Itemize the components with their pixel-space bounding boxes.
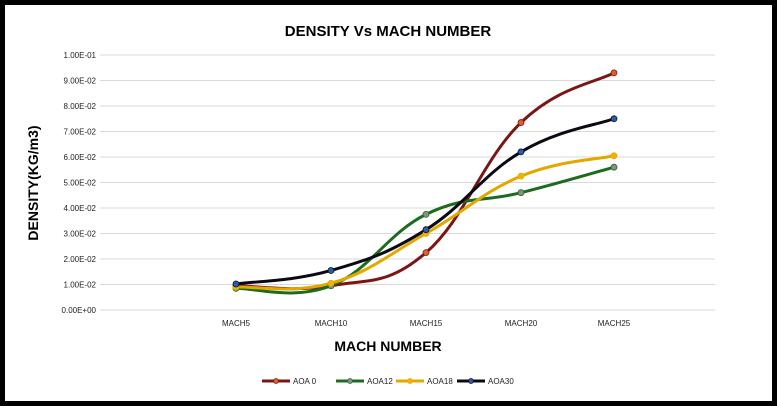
data-point-aoa18 bbox=[517, 172, 525, 180]
legend-marker-aoa30 bbox=[468, 378, 474, 384]
data-point-aoa12 bbox=[610, 163, 618, 171]
x-tick-labels: MACH5 MACH10 MACH15 MACH20 MACH25 bbox=[222, 319, 631, 328]
y-tick-label: 4.00E-02 bbox=[64, 204, 97, 213]
y-tick-label: 7.00E-02 bbox=[64, 128, 97, 137]
y-tick-label: 6.00E-02 bbox=[64, 153, 97, 162]
grid-lines bbox=[100, 54, 715, 311]
data-point-aoa30 bbox=[610, 115, 618, 123]
legend-label-aoa30: AOA30 bbox=[488, 377, 514, 386]
x-tick-label: MACH15 bbox=[410, 319, 443, 328]
y-tick-label: 0.00E+00 bbox=[62, 306, 97, 315]
legend-marker-aoa18 bbox=[407, 378, 413, 384]
legend-marker-aoa12 bbox=[347, 378, 353, 384]
data-point-aoa30 bbox=[422, 226, 430, 234]
legend: AOA 0 AOA12 AOA18 AOA30 bbox=[262, 377, 514, 386]
y-tick-label: 9.00E-02 bbox=[64, 77, 97, 86]
y-tick-label: 2.00E-02 bbox=[64, 255, 97, 264]
series-line-aoa18 bbox=[234, 154, 616, 291]
data-point-aoa18 bbox=[327, 279, 335, 287]
y-axis-title: DENSITY(KG/m3) bbox=[25, 125, 41, 240]
legend-marker-aoa0 bbox=[273, 378, 279, 384]
data-point-aoa0 bbox=[610, 69, 618, 77]
data-point-aoa12 bbox=[422, 210, 430, 218]
x-tick-label: MACH20 bbox=[505, 319, 538, 328]
data-point-aoa30 bbox=[232, 280, 240, 288]
series-markers bbox=[232, 69, 618, 292]
series-line-aoa0 bbox=[234, 71, 616, 291]
chart-title: DENSITY Vs MACH NUMBER bbox=[285, 23, 492, 40]
y-tick-label: 3.00E-02 bbox=[64, 230, 97, 239]
y-tick-labels: 0.00E+00 1.00E-02 2.00E-02 3.00E-02 4.00E-02… bbox=[62, 51, 97, 315]
x-tick-label: MACH5 bbox=[222, 319, 251, 328]
x-tick-label: MACH10 bbox=[315, 319, 348, 328]
data-point-aoa30 bbox=[327, 267, 335, 274]
y-tick-label: 1.00E-01 bbox=[64, 51, 97, 60]
y-tick-label: 8.00E-02 bbox=[64, 102, 97, 111]
x-tick-label: MACH25 bbox=[598, 319, 631, 328]
legend-label-aoa12: AOA12 bbox=[367, 377, 393, 386]
data-point-aoa18 bbox=[610, 152, 618, 160]
data-point-aoa12 bbox=[517, 189, 525, 197]
legend-label-aoa18: AOA18 bbox=[427, 377, 453, 386]
y-tick-label: 1.00E-02 bbox=[64, 281, 97, 290]
data-point-aoa0 bbox=[422, 249, 430, 257]
legend-label-aoa0: AOA 0 bbox=[293, 377, 317, 386]
data-point-aoa0 bbox=[517, 119, 525, 126]
x-axis-title: MACH NUMBER bbox=[334, 338, 441, 354]
data-point-aoa30 bbox=[517, 148, 525, 156]
y-tick-label: 5.00E-02 bbox=[64, 179, 97, 188]
